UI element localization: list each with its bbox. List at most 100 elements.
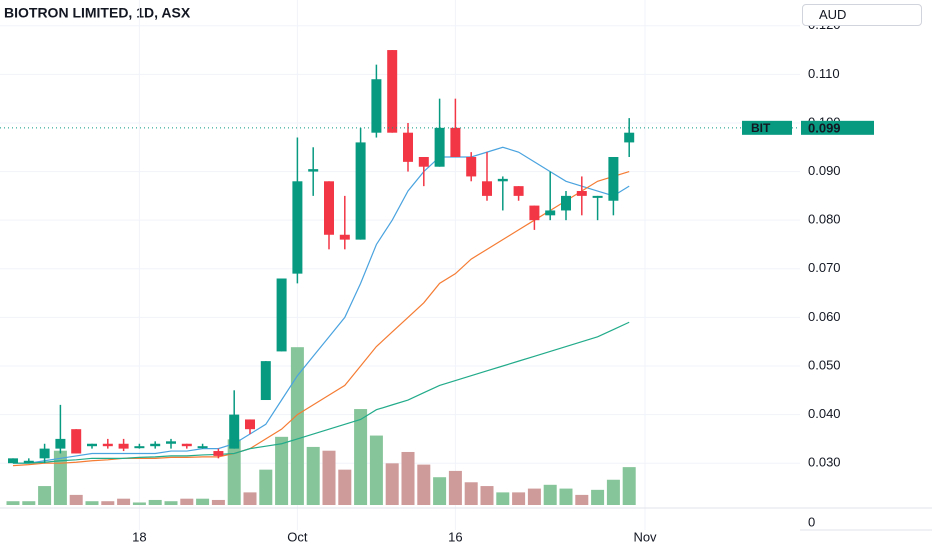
- candle-body: [87, 443, 97, 447]
- candle-body: [418, 156, 429, 167]
- candle-body: [213, 451, 224, 456]
- volume-bar: [559, 488, 573, 505]
- candle-body: [118, 443, 129, 449]
- y-tick-label: 0.080: [808, 212, 841, 227]
- volume-bar: [180, 498, 194, 505]
- volume-bar: [275, 436, 289, 505]
- candle-body: [576, 191, 587, 196]
- y-tick-label: 0.050: [808, 357, 841, 372]
- volume-bar: [148, 499, 162, 505]
- x-tick-label: 18: [132, 529, 146, 544]
- volume-bar: [512, 492, 526, 505]
- candle-body: [102, 443, 113, 447]
- candle-body: [561, 195, 571, 211]
- candle-body: [308, 169, 319, 172]
- volume-bar: [575, 494, 589, 505]
- volume-bar: [196, 498, 210, 505]
- candle-body: [450, 127, 461, 157]
- candle-body: [324, 181, 334, 235]
- volume-bar: [433, 477, 447, 505]
- candle-body: [624, 132, 635, 143]
- candle-body: [497, 178, 508, 182]
- moving-average-line: [12, 171, 630, 467]
- candle-body: [387, 50, 398, 133]
- volume-bar: [543, 484, 557, 505]
- candle-body: [245, 419, 255, 430]
- candle-body: [529, 205, 540, 221]
- y-tick-label: 0.070: [808, 260, 841, 275]
- volume-bar: [53, 450, 67, 505]
- y-tick-label: 0.110: [808, 66, 840, 81]
- x-tick-label: Nov: [633, 529, 657, 544]
- candle-body: [260, 361, 271, 401]
- candle-body: [482, 181, 492, 196]
- candle-body: [166, 441, 176, 444]
- candle-body: [608, 156, 619, 201]
- volume-bar: [527, 488, 541, 505]
- volume-bar: [243, 492, 257, 505]
- volume-bar: [354, 409, 368, 505]
- candle-body: [197, 446, 208, 449]
- chart-title: BIOTRON LIMITED, 1D, ASX: [4, 5, 191, 21]
- currency-button[interactable]: AUD: [802, 4, 922, 26]
- volume-bar: [417, 464, 431, 505]
- candle-body: [229, 414, 240, 449]
- volume-bar: [480, 486, 494, 505]
- candle-body: [545, 210, 556, 216]
- candle-body: [592, 195, 603, 198]
- volume-bar: [259, 469, 273, 505]
- y-tick-label: 0.060: [808, 309, 841, 324]
- candle-body: [403, 132, 413, 162]
- candle-body: [23, 460, 34, 464]
- volume-bar: [132, 502, 146, 505]
- y-tick-label: 0.090: [808, 163, 841, 178]
- volume-bar: [227, 439, 241, 505]
- volume-bar: [290, 347, 304, 505]
- volume-bar: [401, 451, 415, 505]
- volume-bar: [22, 501, 36, 505]
- candle-body: [55, 438, 66, 449]
- y-tick-label: 0.040: [808, 406, 841, 421]
- candle-body: [181, 443, 192, 447]
- candle-body: [150, 443, 161, 447]
- candle-body: [355, 142, 366, 240]
- moving-average-line: [13, 146, 630, 464]
- candle-body: [39, 448, 50, 459]
- candle-body: [434, 127, 445, 167]
- volume-bar: [306, 446, 320, 505]
- price-tag: [801, 120, 874, 135]
- volume-bar: [211, 499, 225, 505]
- moving-average-line: [13, 321, 630, 464]
- volume-bar: [369, 435, 383, 505]
- volume-bar: [622, 467, 636, 505]
- volume-bar: [496, 492, 510, 505]
- pane2-tick-label: 0: [808, 514, 815, 529]
- volume-bar: [464, 482, 478, 505]
- volume-bar: [117, 498, 131, 505]
- volume-bar: [85, 501, 99, 505]
- x-tick-label: Oct: [287, 529, 308, 544]
- volume-bar: [385, 463, 399, 505]
- volume-bar: [338, 469, 352, 505]
- volume-bar: [164, 501, 178, 505]
- candle-body: [134, 446, 145, 449]
- symbol-label: BIT: [751, 121, 771, 135]
- volume-bar: [69, 494, 83, 505]
- volume-bar: [591, 489, 605, 505]
- candle-body: [339, 234, 350, 240]
- candle-body: [466, 156, 477, 177]
- volume-bar: [38, 486, 52, 505]
- volume-bar: [6, 501, 20, 505]
- candle-body: [8, 458, 18, 464]
- volume-bar: [448, 470, 462, 505]
- candle-body: [71, 429, 82, 454]
- price-label: 0.099: [808, 120, 841, 135]
- candle-body: [371, 79, 382, 133]
- candle-body: [292, 181, 303, 274]
- candle-body: [276, 278, 287, 352]
- volume-bar: [101, 501, 115, 505]
- volume-bar: [322, 450, 336, 505]
- symbol-tag: [742, 120, 792, 135]
